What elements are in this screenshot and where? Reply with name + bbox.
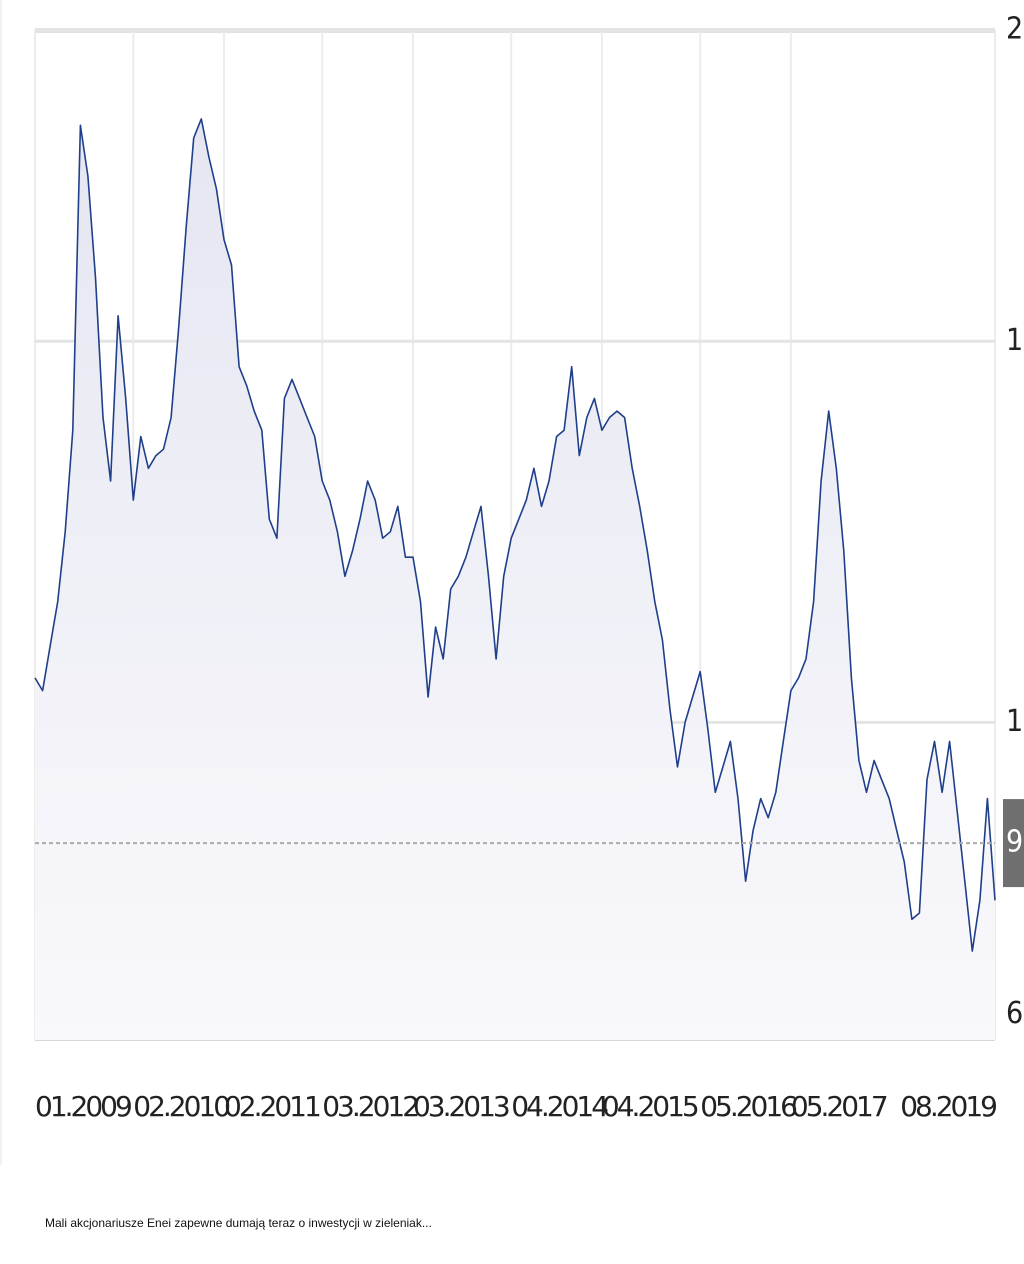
x-tick-label: 03.2012: [322, 1090, 418, 1123]
x-tick-label: 01.2009: [35, 1090, 131, 1123]
x-tick-label: 02.2011: [224, 1090, 320, 1123]
x-tick-label: 04.2014: [511, 1090, 608, 1123]
x-tick-label: 05.2016: [700, 1090, 797, 1123]
x-tick-label: 04.2015: [602, 1090, 698, 1123]
last-price-label: 9: [1006, 825, 1023, 860]
caption: Mali akcjonariusze Enei zapewne dumają t…: [45, 1216, 432, 1230]
x-tick-label: 03.2013: [413, 1090, 509, 1123]
x-tick-label: 05.2017: [791, 1090, 887, 1123]
area: [35, 118, 995, 1040]
price-line: [34, 118, 996, 952]
x-tick-label: 08.2019: [900, 1090, 996, 1123]
y-tick-label: 6: [1006, 996, 1023, 1031]
last-price-box: [1003, 799, 1024, 888]
y-tick-label: 11: [1006, 704, 1024, 739]
y-tick-label: 17: [1006, 323, 1024, 358]
x-tick-label: 02.2010: [133, 1090, 229, 1123]
y-tick-label: 22: [1006, 12, 1024, 47]
